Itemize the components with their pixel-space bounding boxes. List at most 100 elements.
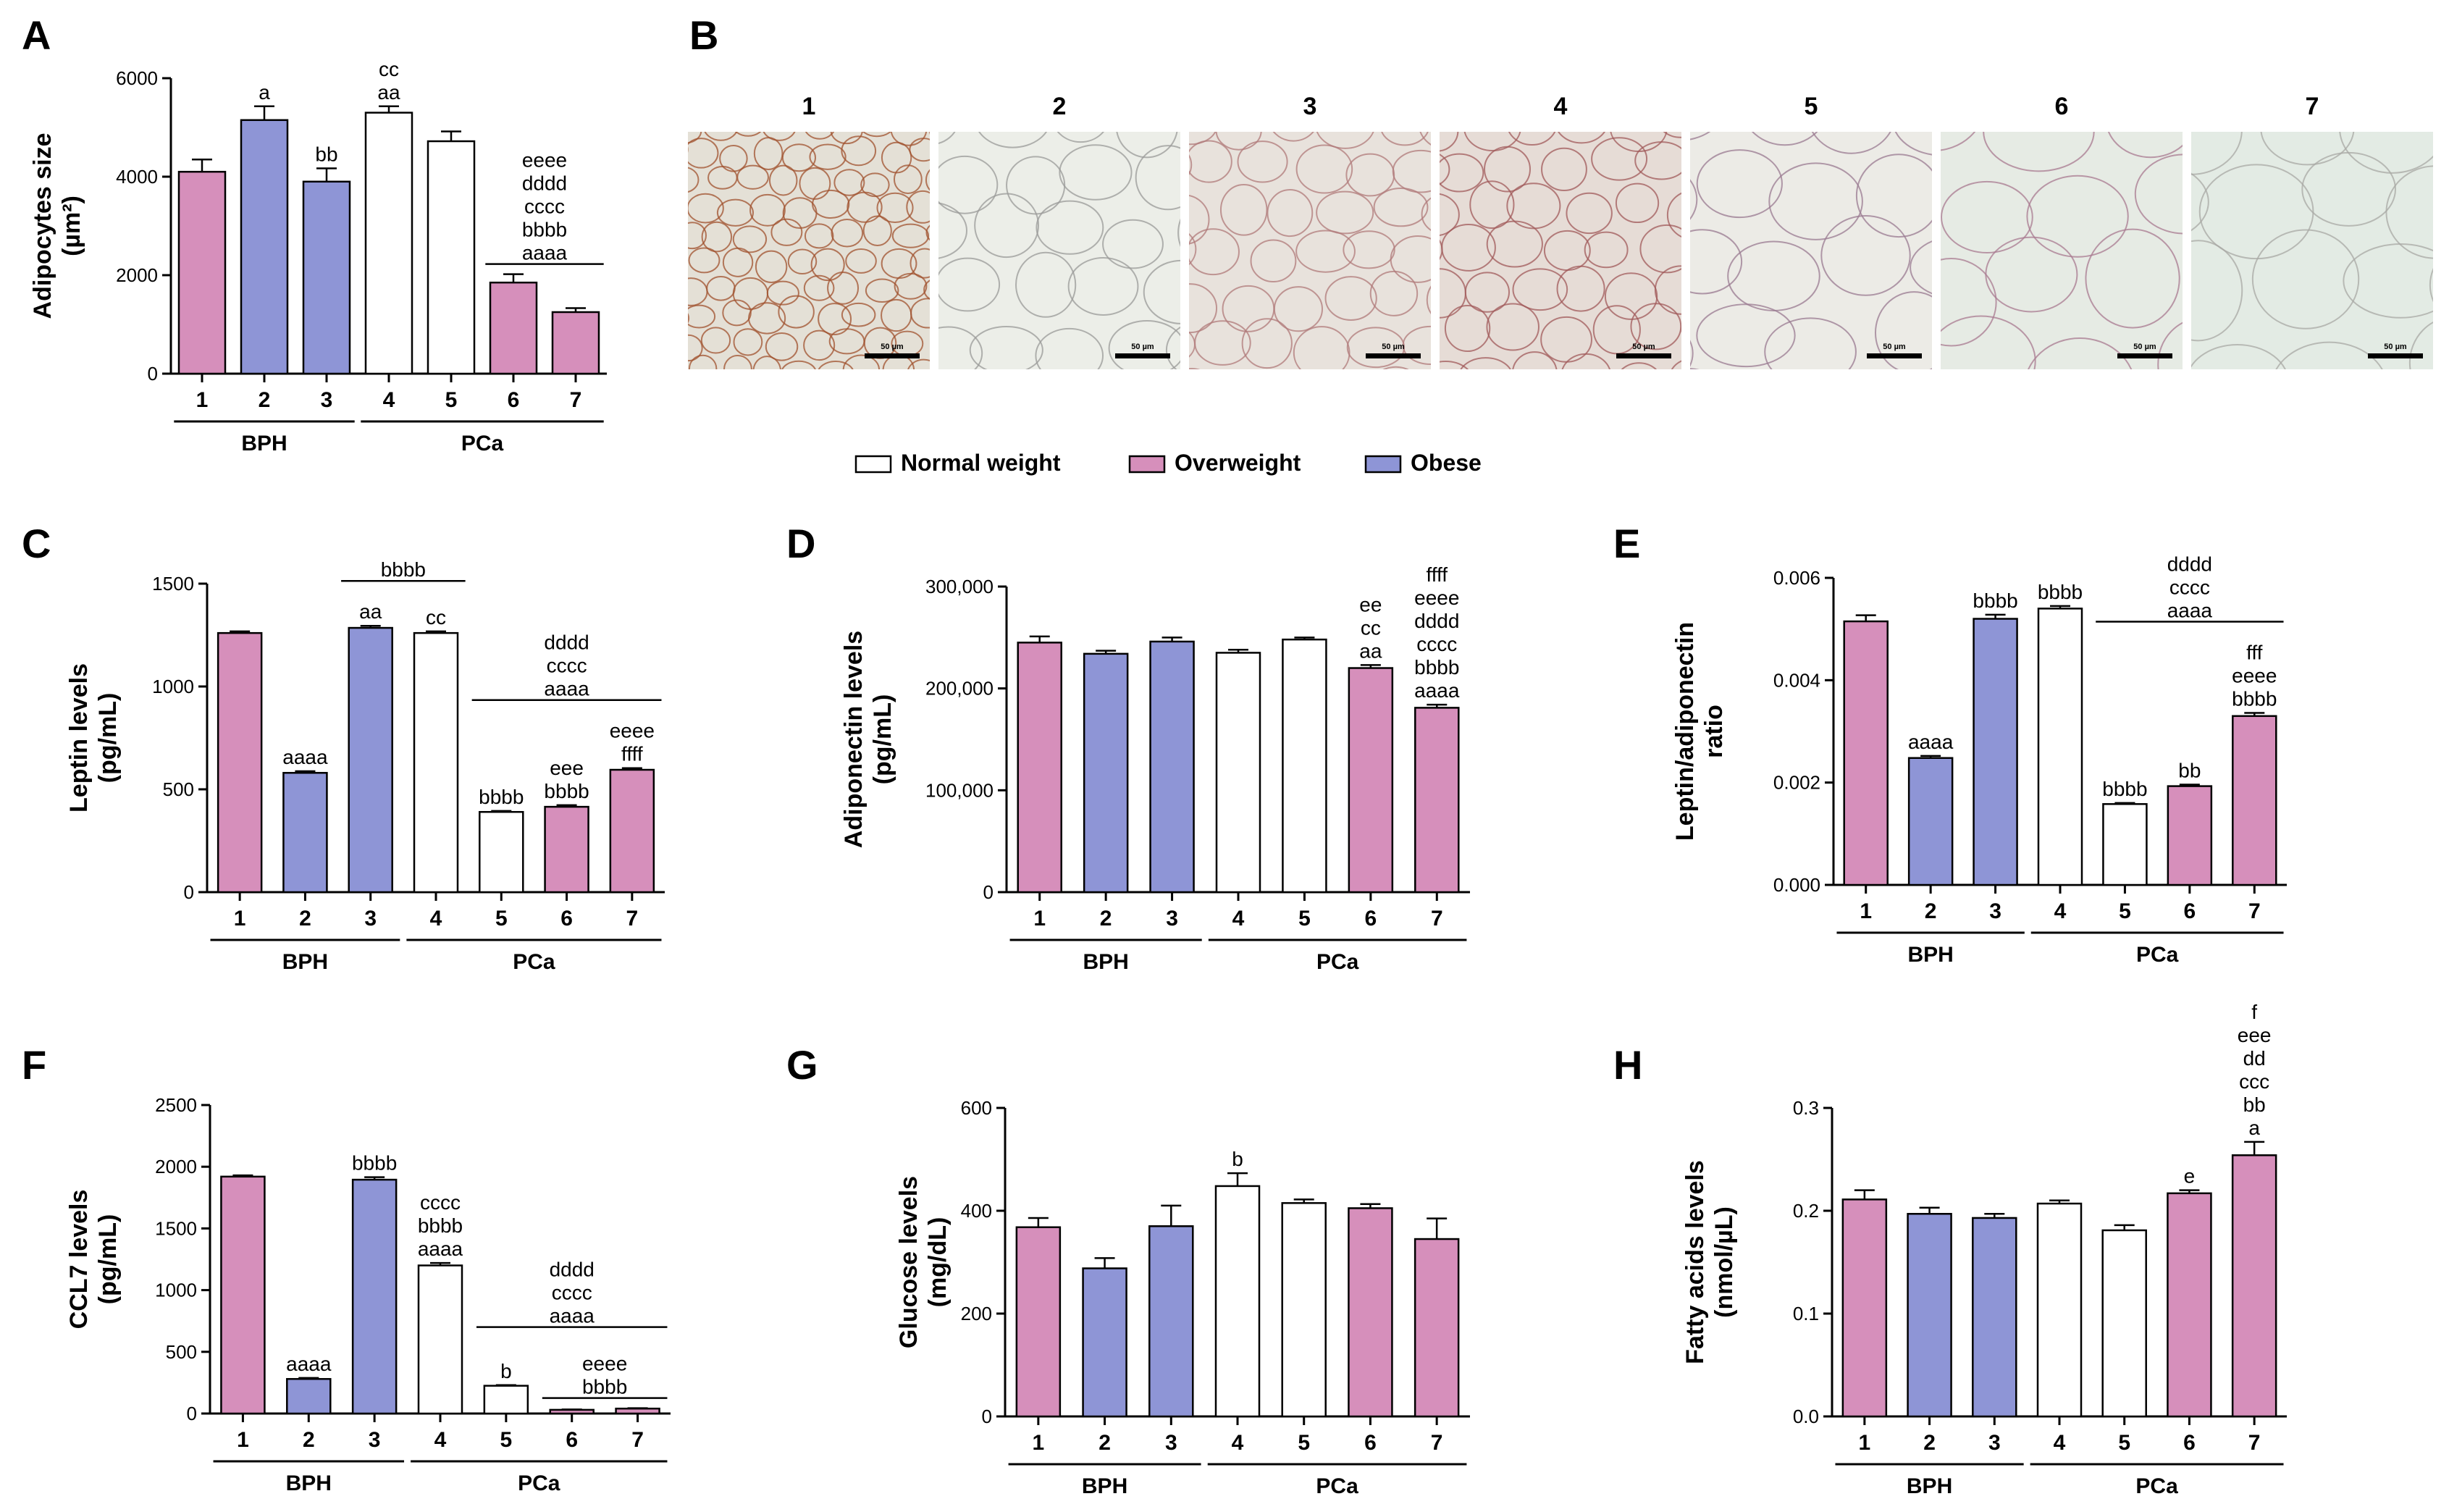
scale-bar (2117, 353, 2172, 358)
adipocyte-cell (1696, 149, 1783, 219)
bar (302, 180, 351, 375)
y-tick-label: 6000 (116, 67, 158, 89)
adipocyte-cell (1346, 327, 1406, 369)
adipocyte-cell (667, 390, 700, 415)
adipocyte-cell (2251, 229, 2360, 329)
adipocyte-cell (1440, 153, 1484, 193)
adipocyte-cell (1293, 326, 1350, 369)
histology-image: 50 µm (1434, 132, 1681, 442)
chart-d: D 0 100,000 200,000 300,000 Adiponectin level… (786, 521, 1470, 974)
adipocyte-cell (1782, 16, 1858, 99)
x-tick-label: 7 (2248, 899, 2261, 923)
x-tick-label: 1 (234, 907, 246, 931)
adipocyte-cell (830, 132, 863, 145)
adipocyte-cell (1874, 291, 1932, 369)
significance-label: bbbb (544, 780, 589, 802)
adipocyte-cell (1983, 132, 2095, 172)
bar (1972, 1217, 2017, 1418)
adipocyte-cell (1434, 398, 1479, 442)
adipocyte-cell (2339, 132, 2433, 174)
adipocyte-cell (909, 138, 930, 162)
adipocyte-cell (842, 354, 881, 369)
significance-label: cccc (420, 1191, 461, 1214)
group-label: PCa (1316, 1474, 1358, 1498)
x-tick-label: 3 (364, 907, 377, 931)
significance-label: aaaa (1414, 679, 1460, 702)
adipocyte-cell (1236, 58, 1283, 107)
adipocyte-cell (1036, 200, 1104, 255)
x-tick-label: 1 (1859, 1431, 1871, 1455)
y-tick-label: 0 (184, 881, 194, 903)
y-tick-label: 1000 (152, 676, 194, 697)
adipocyte-cell (910, 248, 930, 279)
y-tick-label: 0 (187, 1403, 197, 1424)
scale-bar-label: 50 µm (1382, 343, 1405, 351)
scale-bar-label: 50 µm (1883, 343, 1906, 351)
adipocyte-cell (1463, 132, 1521, 151)
significance-label: ccc (2239, 1070, 2269, 1093)
adipocyte-cell (1272, 132, 1314, 142)
histology-image: 50 µm (667, 132, 930, 415)
bar (483, 1385, 529, 1415)
adipocyte-cell (1417, 374, 1474, 419)
adipocyte-cell (2101, 0, 2200, 72)
panel-letter: G (786, 1042, 818, 1088)
adipocyte-cell (1116, 132, 1178, 159)
x-tick-label: 2 (1923, 1431, 1936, 1455)
y-tick-label: 0.002 (1773, 772, 1820, 794)
adipocyte-cell (688, 354, 718, 369)
group-label: BPH (1082, 1474, 1127, 1498)
adipocyte-pattern (1686, 10, 1932, 448)
adipocyte-cell (763, 378, 797, 408)
adipocyte-cell (1686, 10, 1768, 88)
adipocyte-cell (847, 191, 883, 223)
histology-image: 50 µm (1941, 0, 2361, 506)
significance-label: aaaa (544, 678, 589, 700)
y-tick-label: 0.000 (1773, 874, 1820, 896)
adipocyte-cell (1390, 235, 1431, 283)
adipocyte-cell (2256, 0, 2361, 59)
adipocyte-cell (1654, 265, 1681, 315)
y-tick-label: 100,000 (925, 779, 994, 801)
y-tick-label: 600 (961, 1097, 992, 1119)
adipocyte-cell (1215, 132, 1262, 151)
significance-label: b (500, 1360, 512, 1382)
adipocyte-cell (1690, 179, 1698, 220)
adipocyte-cell (1733, 371, 1829, 448)
bar (220, 1175, 266, 1415)
histology-label: 5 (1805, 93, 1818, 120)
adipocyte-cell (688, 222, 707, 250)
adipocyte-cell (1102, 219, 1164, 269)
adipocyte-cell (938, 257, 1001, 312)
adipocyte-cell (1392, 149, 1431, 193)
adipocyte-cell (2089, 424, 2183, 495)
adipocyte-cell (1751, 132, 1818, 146)
adipocyte-cell (1352, 56, 1399, 105)
legend-label: Obese (1411, 450, 1482, 476)
y-tick-label: 4000 (116, 166, 158, 188)
bar (240, 119, 289, 375)
x-tick-label: 2 (1925, 899, 1937, 923)
x-tick-label: 7 (626, 907, 639, 931)
adipocyte-cell (938, 40, 1002, 103)
y-tick-label: 0.0 (1793, 1406, 1819, 1427)
adipocyte-cell (1075, 377, 1141, 427)
adipocyte-cell (1630, 303, 1681, 350)
adipocyte-cell (688, 193, 724, 224)
x-tick-label: 6 (566, 1428, 578, 1452)
adipocyte-cell (1592, 400, 1646, 440)
histology-image: 50 µm (1189, 56, 1474, 419)
adipocyte-cell (688, 313, 690, 324)
adipocyte-cell (1202, 373, 1262, 434)
adipocyte-cell (894, 384, 923, 411)
significance-label: dddd (1414, 610, 1459, 632)
adipocyte-cell (818, 303, 852, 335)
histology-label: 3 (1303, 93, 1317, 120)
adipocyte-cell (2200, 428, 2298, 506)
bar (1281, 1202, 1327, 1418)
y-axis-label: Adiponectin levels (840, 631, 868, 848)
adipocyte-cell (812, 189, 850, 219)
significance-label: aaaa (286, 1353, 332, 1375)
adipocyte-cell (1615, 182, 1660, 224)
x-tick-label: 2 (299, 907, 311, 931)
